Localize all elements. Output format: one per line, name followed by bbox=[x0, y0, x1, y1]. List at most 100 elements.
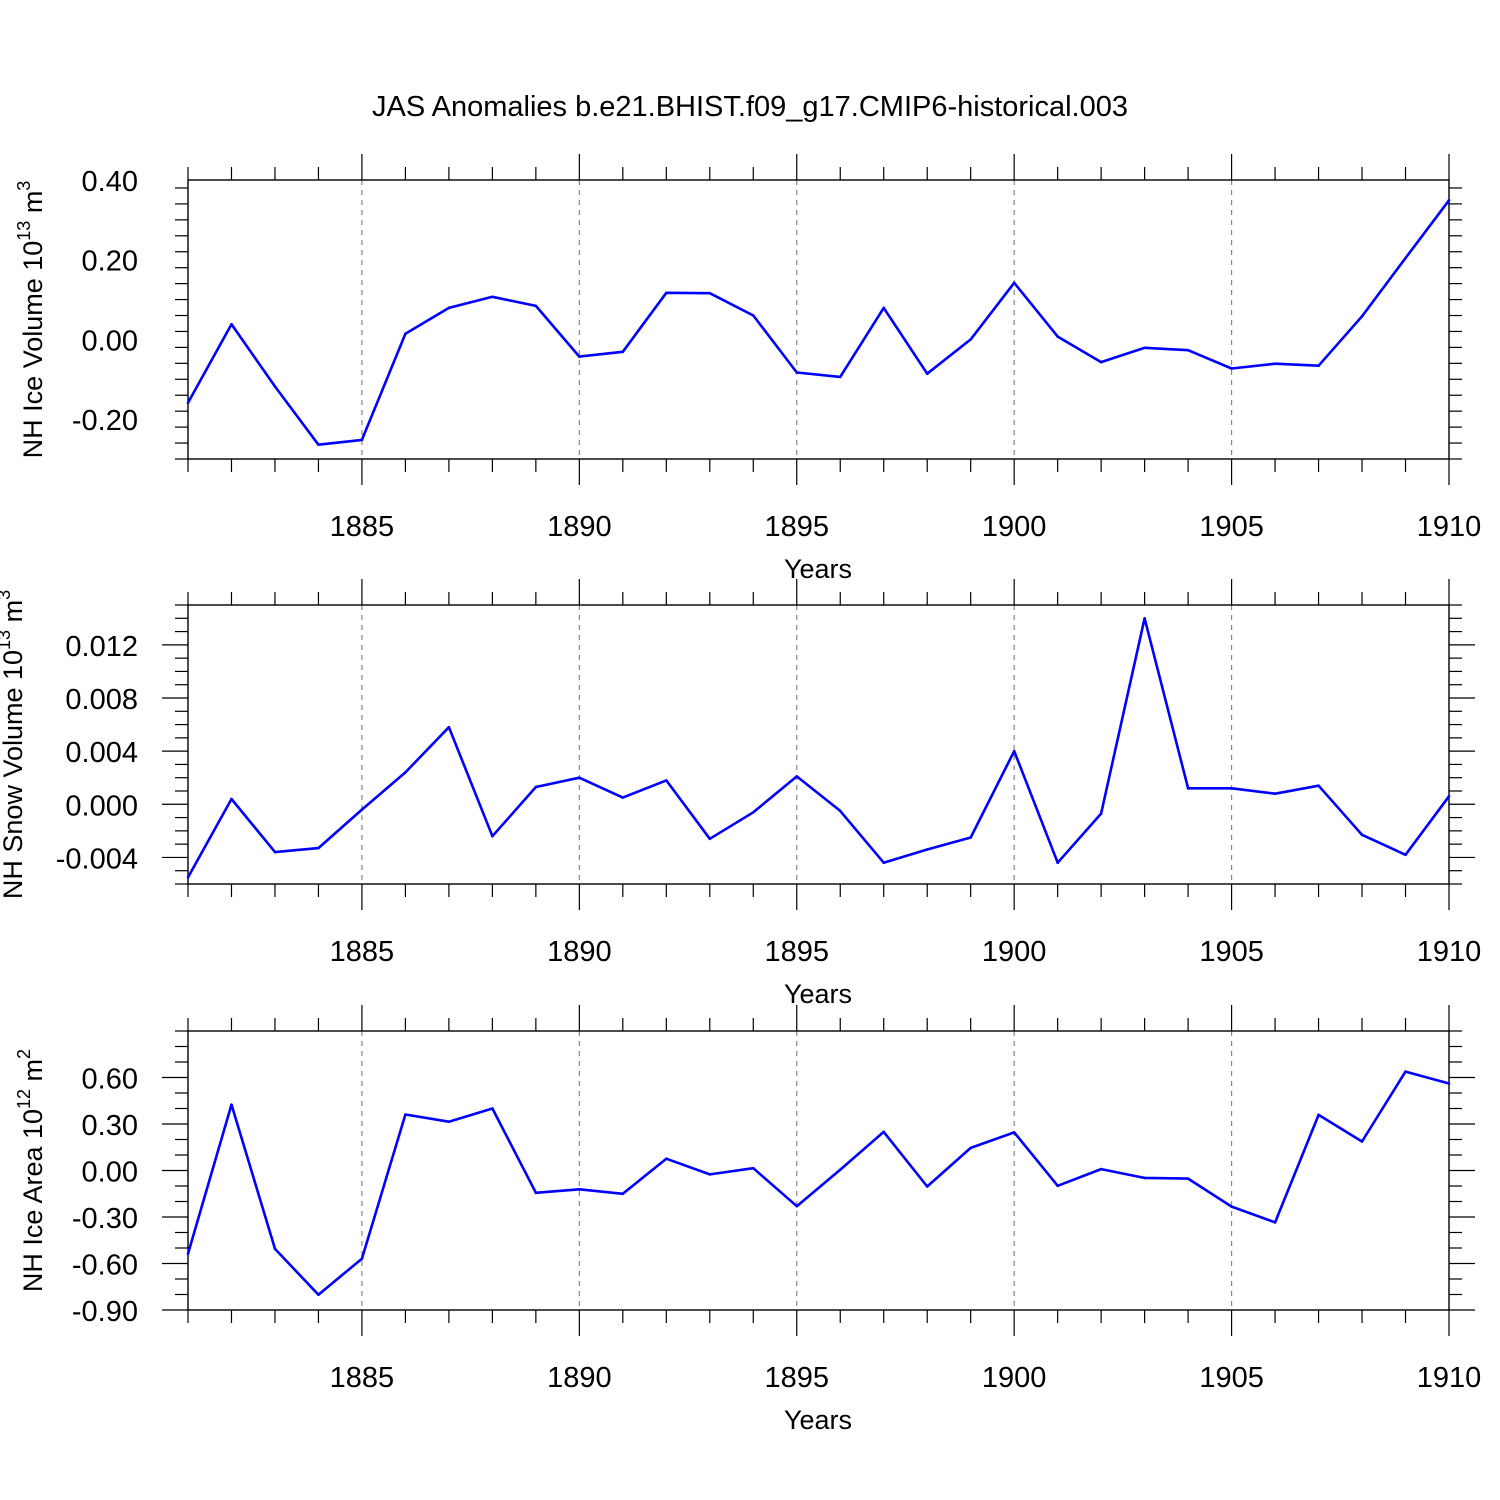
data-point bbox=[1447, 1082, 1451, 1085]
data-point bbox=[578, 776, 581, 780]
data-point bbox=[708, 837, 712, 841]
data-point bbox=[404, 771, 407, 774]
x-tick-label: 1910 bbox=[1417, 1362, 1482, 1394]
data-point bbox=[404, 332, 407, 336]
data-point bbox=[317, 846, 320, 850]
data-point bbox=[404, 1113, 407, 1116]
data-point bbox=[621, 796, 625, 799]
chart-panel-2: -0.004 0.000 0.004 0.008 0.012 1885 1890 1895 19… bbox=[0, 579, 1481, 1009]
x-tick-label: 1905 bbox=[1199, 1362, 1264, 1394]
x-tick-label: 1900 bbox=[982, 936, 1047, 968]
data-point bbox=[751, 810, 755, 814]
data-point bbox=[882, 306, 886, 310]
x-axis-label: Years bbox=[784, 1405, 852, 1435]
x-tick-label: 1905 bbox=[1199, 936, 1264, 968]
data-point bbox=[1099, 812, 1103, 815]
y-axis-label-unit-exponent: 3 bbox=[14, 181, 34, 191]
data-point bbox=[491, 295, 494, 299]
data-point bbox=[230, 322, 233, 326]
data-point bbox=[317, 443, 320, 446]
data-point bbox=[838, 809, 842, 813]
data-point bbox=[360, 438, 364, 442]
data-point bbox=[1404, 853, 1407, 857]
data-point bbox=[491, 1107, 494, 1110]
data-point bbox=[925, 1185, 929, 1188]
data-point bbox=[578, 1187, 581, 1191]
data-point bbox=[621, 350, 625, 354]
data-point bbox=[273, 1247, 277, 1251]
data-point bbox=[1056, 1184, 1059, 1188]
data-point bbox=[665, 291, 668, 295]
data-point bbox=[925, 848, 929, 851]
data-point bbox=[534, 1191, 538, 1195]
data-point bbox=[969, 338, 972, 341]
y-axis-label: NH Snow Volume 1013 m3 bbox=[0, 590, 28, 899]
x-tick-label: 1890 bbox=[547, 511, 612, 543]
y-tick-label: 0.60 bbox=[82, 1064, 138, 1096]
chart-panel-1: -0.20 0.00 0.20 0.40 1885 1890 1895 1900 1905 191… bbox=[14, 154, 1481, 584]
y-tick-label: 0.30 bbox=[82, 1110, 138, 1142]
data-point bbox=[317, 1293, 320, 1296]
data-point bbox=[1056, 335, 1059, 338]
data-point bbox=[1143, 346, 1146, 350]
data-point bbox=[447, 1120, 451, 1123]
y-axis-label-unit-exponent: 3 bbox=[0, 590, 14, 600]
y-tick-label: 0.40 bbox=[82, 166, 138, 198]
data-point bbox=[838, 375, 842, 379]
x-tick-label: 1895 bbox=[765, 1362, 830, 1394]
data-point bbox=[751, 314, 755, 317]
y-axis-label: NH Ice Volume 1013 m3 bbox=[14, 181, 48, 459]
data-point bbox=[1012, 1131, 1016, 1134]
series-line bbox=[186, 199, 1451, 447]
y-tick-label: -0.20 bbox=[72, 405, 138, 437]
data-point bbox=[1056, 861, 1059, 865]
data-point bbox=[1230, 1205, 1233, 1208]
x-tick-label: 1890 bbox=[547, 936, 612, 968]
data-point bbox=[751, 1166, 755, 1170]
chart-title: JAS Anomalies b.e21.BHIST.f09_g17.CMIP6-… bbox=[372, 91, 1128, 123]
data-point bbox=[1404, 1070, 1407, 1073]
data-point bbox=[534, 304, 538, 308]
data-point bbox=[360, 808, 364, 811]
y-axis-label-unit: m bbox=[0, 600, 28, 630]
data-point bbox=[969, 836, 972, 839]
data-point bbox=[230, 1103, 233, 1106]
y-axis-label-unit: m bbox=[18, 1059, 48, 1089]
series-line bbox=[186, 1070, 1450, 1296]
data-point bbox=[708, 291, 712, 295]
y-axis-label-text: NH Ice Area 10 bbox=[18, 1109, 48, 1292]
data-point bbox=[578, 355, 581, 358]
data-point bbox=[1360, 315, 1364, 318]
data-point bbox=[969, 1146, 972, 1150]
data-point bbox=[186, 1252, 190, 1256]
y-axis-label-text: NH Ice Volume 10 bbox=[18, 241, 48, 459]
y-tick-label: 0.20 bbox=[82, 246, 138, 278]
data-point bbox=[1447, 795, 1451, 798]
data-point bbox=[1404, 256, 1407, 260]
data-point bbox=[1273, 792, 1277, 795]
chart-panel-3: -0.90 -0.60 -0.30 0.00 0.30 0.60 1885 1890 1895 1… bbox=[14, 1005, 1481, 1435]
y-tick-label: 0.00 bbox=[82, 1157, 138, 1189]
y-tick-label: 0.00 bbox=[82, 325, 138, 357]
data-point bbox=[925, 372, 929, 376]
data-point bbox=[621, 1192, 625, 1196]
y-tick-label: -0.90 bbox=[72, 1296, 138, 1328]
data-point bbox=[882, 861, 886, 865]
y-axis-label: NH Ice Area 1012 m2 bbox=[14, 1049, 48, 1292]
x-tick-label: 1885 bbox=[330, 1362, 395, 1394]
data-point bbox=[665, 1157, 668, 1161]
data-point bbox=[708, 1173, 712, 1176]
data-point bbox=[795, 775, 799, 778]
data-point bbox=[491, 834, 494, 838]
x-tick-label: 1885 bbox=[330, 511, 395, 543]
series-line bbox=[186, 616, 1451, 879]
x-axis-label: Years bbox=[784, 979, 852, 1009]
data-point bbox=[186, 401, 190, 405]
x-tick-label: 1895 bbox=[765, 511, 830, 543]
data-point bbox=[1360, 833, 1364, 837]
data-point bbox=[273, 850, 277, 854]
x-axis-label: Years bbox=[784, 554, 852, 584]
data-point bbox=[882, 1130, 886, 1134]
data-point bbox=[1012, 281, 1016, 285]
x-tick-label: 1910 bbox=[1417, 511, 1482, 543]
